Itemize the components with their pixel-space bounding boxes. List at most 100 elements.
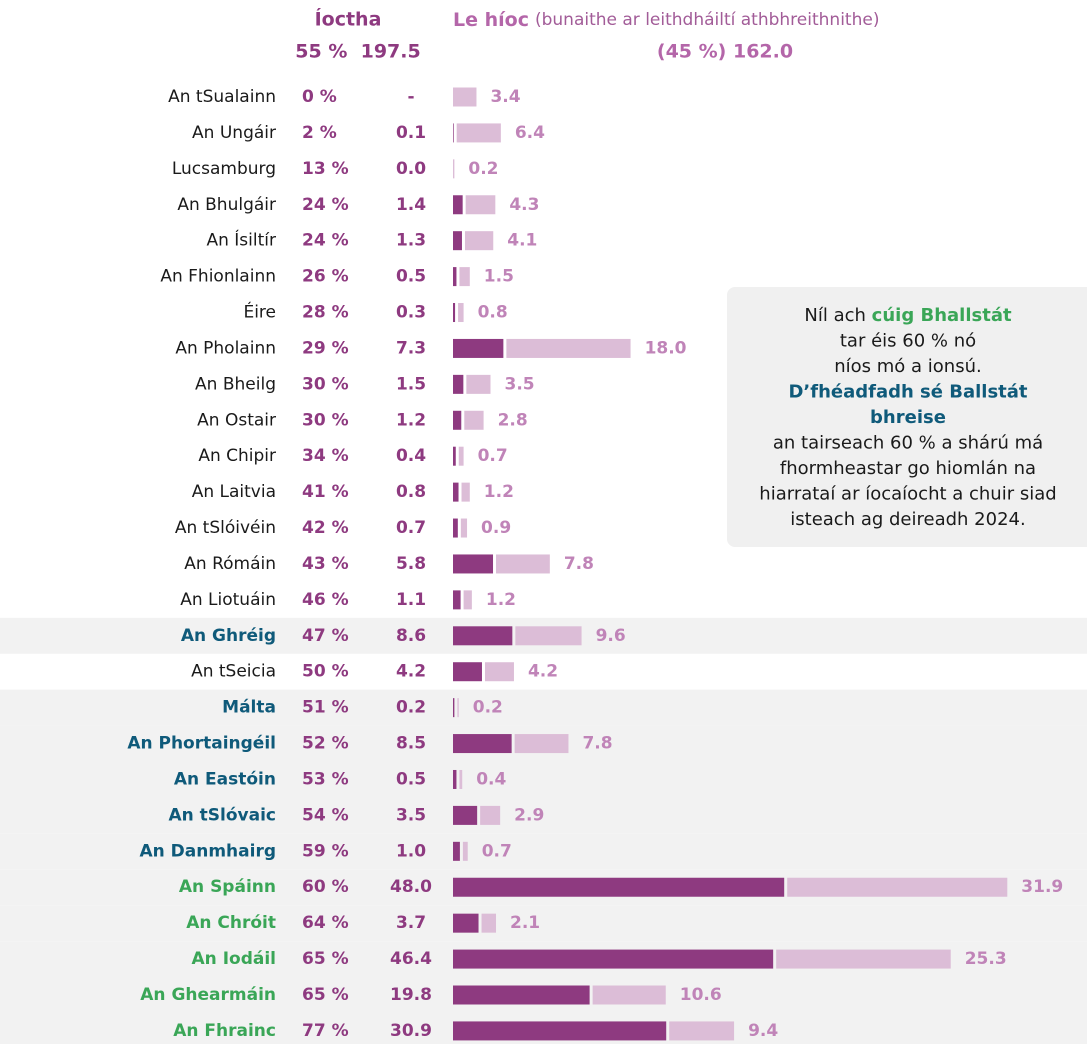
category-label: An Ostair (197, 410, 276, 430)
share-label: 77 % (302, 1021, 349, 1041)
share-label: 24 % (302, 231, 349, 251)
category-label: An Spáinn (179, 877, 276, 897)
category-label: An Iodáil (192, 949, 276, 969)
paid-label: 3.5 (396, 805, 426, 825)
bar-paid (453, 734, 512, 754)
remaining-label: 7.8 (564, 554, 594, 574)
remaining-label: 1.5 (484, 267, 514, 287)
category-label: An Chróit (186, 913, 276, 933)
bar-remaining (465, 195, 496, 215)
paid-label: 8.6 (396, 626, 426, 646)
bar-paid (453, 662, 482, 682)
share-label: 65 % (302, 949, 349, 969)
bar-paid (453, 1021, 667, 1041)
share-label: 26 % (302, 267, 349, 287)
category-label: An Ghréig (181, 626, 276, 646)
category-label: Málta (222, 698, 276, 718)
bar-paid (453, 267, 457, 287)
annotation-text: an tairseach 60 % a shárú má (773, 433, 1043, 454)
category-label: An Ghearmáin (140, 985, 276, 1005)
remaining-label: 3.5 (505, 374, 535, 394)
bar-remaining (592, 985, 666, 1005)
remaining-label: 9.6 (596, 626, 626, 646)
share-label: 51 % (302, 698, 349, 718)
remaining-label: 2.9 (514, 805, 544, 825)
category-label: An Rómáin (184, 554, 276, 574)
bar-paid (453, 841, 460, 861)
bar-paid (453, 985, 590, 1005)
bar-paid (453, 805, 478, 825)
category-label: An Chipir (198, 446, 276, 466)
bar-remaining (460, 518, 468, 538)
remaining-label: 4.2 (528, 662, 558, 682)
share-label: 64 % (302, 913, 349, 933)
bar-remaining (459, 769, 463, 789)
category-label: An Bhulgáir (177, 195, 276, 215)
annotation-text: isteach ag deireadh 2024. (790, 509, 1025, 530)
bar-remaining (515, 626, 582, 646)
row-shade (0, 761, 1087, 798)
row-shade (0, 833, 1087, 870)
annotation-line: fhormheastar go hiomlán na (780, 458, 1036, 479)
bar-paid (453, 626, 513, 646)
remaining-label: 31.9 (1021, 877, 1063, 897)
bar-remaining (776, 949, 951, 969)
annotation-line: níos mó a ionsú. (834, 356, 981, 377)
paid-label: 30.9 (390, 1021, 432, 1041)
bar-paid (453, 949, 774, 969)
bar-paid (453, 554, 494, 574)
share-label: 28 % (302, 303, 349, 323)
paid-label: 0.8 (396, 482, 426, 502)
remaining-label: 9.4 (748, 1021, 778, 1041)
share-label: 42 % (302, 518, 349, 538)
share-label: 2 % (302, 123, 337, 143)
remaining-label: 0.4 (476, 769, 506, 789)
share-label: 46 % (302, 590, 349, 610)
share-label: 53 % (302, 769, 349, 789)
share-label: 30 % (302, 410, 349, 430)
annotation-text: Níl ach (804, 305, 871, 326)
annotation-text: fhormheastar go hiomlán na (780, 458, 1036, 479)
paid-label: 1.0 (396, 841, 426, 861)
category-label: An Fhrainc (173, 1021, 276, 1041)
paid-label: 1.5 (396, 374, 426, 394)
category-label: An Phortaingéil (127, 734, 276, 754)
category-label: An Ísiltír (206, 229, 276, 251)
category-label: An Liotuáin (180, 590, 276, 610)
remaining-name: Le híoc (453, 9, 529, 31)
share-label: 24 % (302, 195, 349, 215)
share-label: 0 % (302, 87, 337, 107)
annotation-text: níos mó a ionsú. (834, 356, 981, 377)
remaining-label: 2.8 (498, 410, 528, 430)
bar-remaining (459, 267, 470, 287)
paid-label: 8.5 (396, 734, 426, 754)
annotation-box (727, 287, 1087, 547)
remaining-label: 0.7 (478, 446, 508, 466)
paid-label: 1.3 (396, 231, 426, 251)
remaining-label: 0.7 (482, 841, 512, 861)
category-label: An tSeicia (191, 662, 276, 682)
category-label: An Fhionlainn (160, 267, 276, 287)
annotation-text: cúig Bhallstát (872, 305, 1012, 326)
bar-paid (453, 195, 463, 215)
remaining-label: 6.4 (515, 123, 545, 143)
remaining-note: (bunaithe ar leithdháiltí athbhreithnith… (535, 10, 879, 30)
bar-remaining (669, 1021, 735, 1041)
paid-label: 1.2 (396, 410, 426, 430)
paid-label: 3.7 (396, 913, 426, 933)
category-label: An tSlóivéin (175, 518, 276, 538)
remaining-label: 18.0 (645, 338, 687, 358)
category-label: An tSualainn (168, 87, 276, 107)
bar-remaining (461, 482, 470, 502)
paid-label: 0.7 (396, 518, 426, 538)
category-label: An Pholainn (175, 338, 276, 358)
bar-paid (453, 123, 454, 143)
remaining-total: (45 %) 162.0 (657, 41, 793, 63)
paid-header: Íoctha (315, 8, 382, 31)
remaining-label: 25.3 (965, 949, 1007, 969)
category-label: An Danmhairg (139, 841, 276, 861)
paid-label: 7.3 (396, 338, 426, 358)
remaining-label: 2.1 (510, 913, 540, 933)
bar-remaining (787, 877, 1008, 897)
bar-paid (453, 231, 462, 251)
